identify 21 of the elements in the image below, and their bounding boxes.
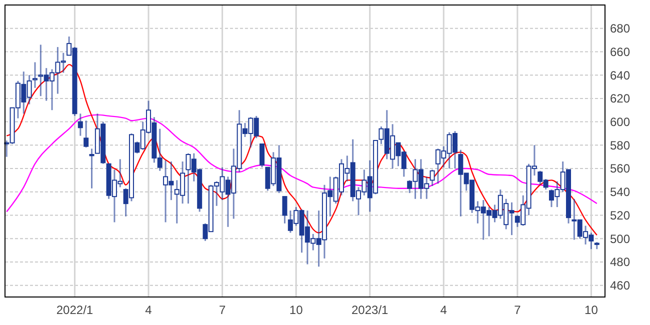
x-tick-label: 7 [218,303,226,317]
x-tick-label: 7 [514,303,522,317]
y-tick-label: 640 [610,68,630,82]
y-tick-label: 600 [610,115,630,129]
x-tick-label: 2023/1 [352,303,389,317]
x-tick-label: 10 [289,303,304,317]
x-tick-label: 10 [584,303,598,317]
x-tick-label: 4 [440,303,448,317]
y-tick-label: 520 [610,208,630,222]
line-series [6,64,598,236]
y-tick-label: 680 [610,22,630,36]
y-tick-label: 620 [610,92,630,106]
y-tick-label: 560 [610,162,630,176]
x-tick-label: 2022/1 [56,303,94,317]
y-tick-label: 580 [610,138,630,152]
y-tick-label: 540 [610,185,630,200]
y-tick-label: 660 [610,44,630,59]
y-tick-label: 500 [610,232,630,246]
x-tick-label: 4 [145,303,152,317]
y-tick-label: 480 [610,255,630,270]
y-tick-label: 460 [610,278,630,293]
